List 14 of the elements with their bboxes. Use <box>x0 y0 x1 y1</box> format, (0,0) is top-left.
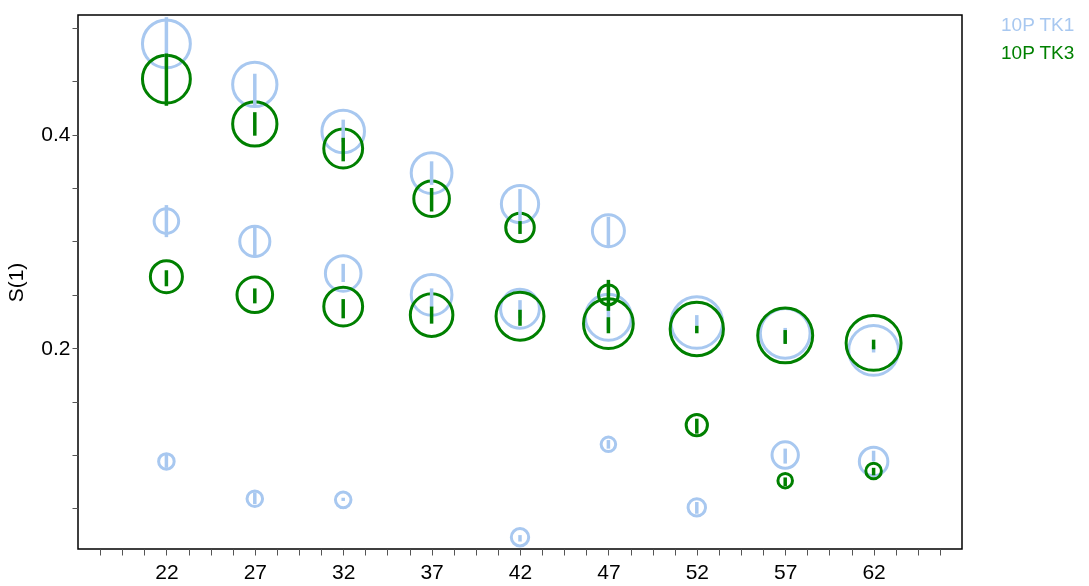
y-tick-label: 0.4 <box>41 122 71 146</box>
y-tick-label: 0.2 <box>41 335 71 359</box>
x-tick-label: 52 <box>685 559 709 583</box>
x-tick-label: 22 <box>155 559 179 583</box>
x-tick-label: 47 <box>597 559 621 583</box>
text: 10P TK1 <box>1001 13 1075 35</box>
x-tick-label: 32 <box>332 559 356 583</box>
x-tick-label: 37 <box>420 559 444 583</box>
x-tick-label: 57 <box>774 559 798 583</box>
x-tick-label: 27 <box>243 559 267 583</box>
x-tick-label: 42 <box>508 559 533 583</box>
x-tick-label: 62 <box>862 559 886 583</box>
text: 10P TK3 <box>1001 41 1075 63</box>
y-axis-title: S(1) <box>4 262 28 303</box>
